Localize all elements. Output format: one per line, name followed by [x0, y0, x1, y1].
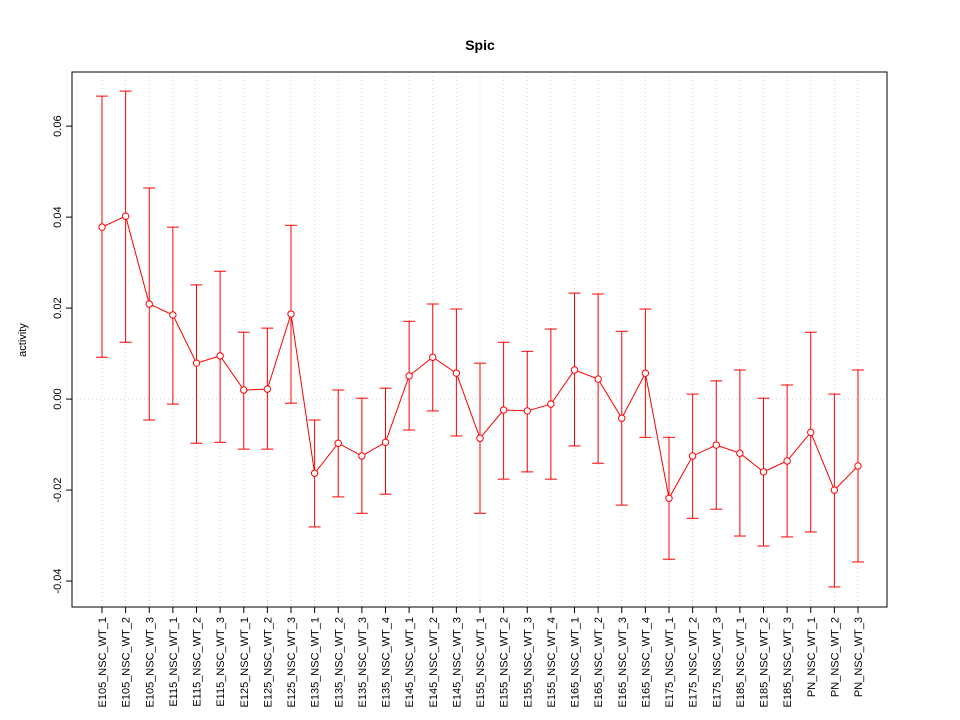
x-tick-label: E155_NSC_WT_3 [522, 617, 534, 708]
data-point [688, 452, 697, 460]
data-point [452, 369, 461, 377]
data-point [830, 486, 839, 494]
error-bars [96, 90, 864, 588]
y-tick-label: -0.04 [52, 569, 64, 594]
x-tick-label: E135_NSC_WT_2 [333, 617, 345, 708]
x-tick-label: E125_NSC_WT_1 [239, 617, 251, 708]
y-tick-label: -0.02 [52, 478, 64, 503]
data-point [381, 438, 390, 447]
x-tick-label: E165_NSC_WT_2 [593, 617, 605, 708]
y-axis-label: activity [17, 323, 29, 357]
x-tick-label: E165_NSC_WT_4 [640, 617, 652, 708]
x-tick-label: E165_NSC_WT_1 [570, 617, 582, 708]
data-point [736, 449, 744, 457]
data-point [121, 212, 130, 220]
x-tick-label: E185_NSC_WT_3 [782, 617, 794, 708]
x-tick-label: PN_NSC_WT_3 [853, 617, 865, 697]
x-tick-label: PN_NSC_WT_1 [806, 617, 818, 697]
x-tick-label: E115_NSC_WT_1 [168, 617, 180, 707]
data-point [192, 359, 201, 367]
chart-title: Spic [465, 37, 495, 53]
data-point [783, 457, 791, 465]
x-tick-label: E135_NSC_WT_1 [310, 617, 322, 708]
x-tick-label: E105_NSC_WT_2 [121, 617, 133, 708]
data-point [759, 468, 768, 476]
x-tick-label: E185_NSC_WT_2 [759, 617, 771, 708]
x-tick-label: E115_NSC_WT_2 [192, 617, 204, 707]
x-tick-label: PN_NSC_WT_2 [829, 617, 841, 697]
data-point [145, 300, 153, 308]
data-point [499, 406, 508, 414]
data-point [98, 223, 106, 231]
grid [72, 72, 887, 607]
x-tick-label: E135_NSC_WT_3 [357, 617, 369, 708]
x-tick-label: E155_NSC_WT_4 [546, 617, 558, 708]
x-tick-label: E175_NSC_WT_3 [711, 617, 723, 708]
data-point [665, 494, 673, 502]
data-point [169, 311, 177, 319]
x-tick-label: E125_NSC_WT_3 [286, 617, 298, 708]
x-tick-label: E145_NSC_WT_3 [451, 617, 463, 708]
y-tick-label: 0.04 [52, 206, 64, 227]
data-point [240, 386, 248, 394]
data-point [712, 441, 720, 449]
data-point [807, 428, 815, 437]
data-point [216, 352, 224, 360]
y-axis: -0.04 -0.02 0.00 0.02 0.04 0.06 [52, 115, 73, 594]
data-point [405, 372, 413, 380]
x-tick-label: E175_NSC_WT_2 [688, 617, 700, 708]
data-point [523, 407, 531, 415]
data-points [98, 212, 862, 502]
x-tick-label: E145_NSC_WT_2 [428, 617, 440, 708]
x-tick-label: E105_NSC_WT_1 [97, 617, 109, 708]
x-tick-label: E115_NSC_WT_3 [215, 617, 227, 707]
data-point [547, 400, 555, 408]
data-point [570, 366, 579, 374]
data-point [641, 369, 650, 377]
data-point [476, 434, 484, 442]
data-point [310, 469, 319, 477]
x-tick-label: E135_NSC_WT_4 [381, 617, 393, 708]
x-tick-label: E155_NSC_WT_2 [499, 617, 511, 708]
x-tick-label: E165_NSC_WT_3 [617, 617, 629, 708]
data-point [429, 353, 437, 361]
data-point [594, 375, 602, 383]
x-tick-label: E105_NSC_WT_3 [144, 617, 156, 708]
data-point [854, 462, 862, 470]
x-tick-label: E155_NSC_WT_1 [475, 617, 487, 708]
data-point [618, 414, 626, 422]
plot-frame [71, 71, 888, 608]
x-tick-label: E125_NSC_WT_2 [262, 617, 274, 708]
x-tick-label: E175_NSC_WT_1 [664, 617, 676, 708]
data-point [263, 385, 272, 393]
y-tick-label: 0.06 [52, 115, 64, 136]
y-tick-label: 0.02 [52, 297, 64, 318]
data-point [287, 310, 295, 318]
x-tick-label: E145_NSC_WT_1 [404, 617, 416, 708]
x-tick-label: E185_NSC_WT_1 [735, 617, 747, 708]
data-point [358, 452, 366, 460]
x-axis: E105_NSC_WT_1 E105_NSC_WT_2 E105_NSC_WT_3 E… [97, 606, 865, 708]
y-tick-label: 0.00 [52, 388, 64, 409]
data-point [334, 439, 342, 447]
